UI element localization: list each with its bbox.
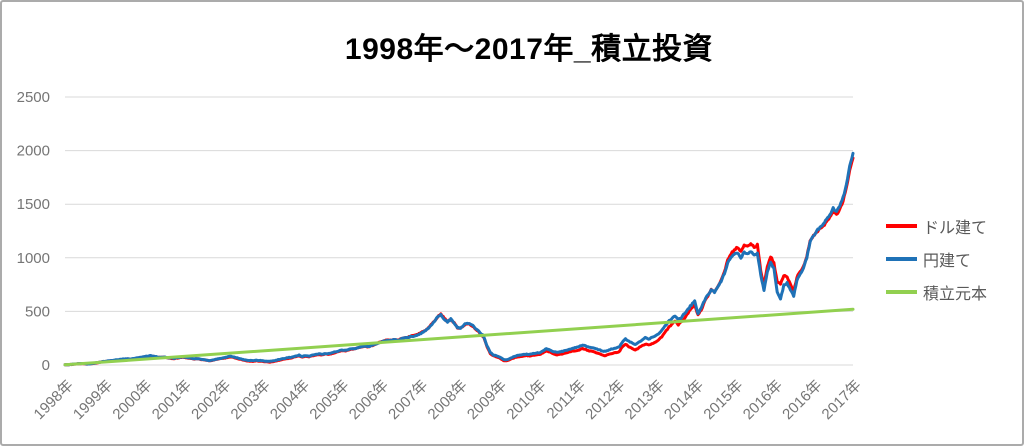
x-tick-label: 2004年: [267, 377, 313, 423]
x-tick-label: 1998年: [31, 377, 77, 423]
legend-item-principal: 積立元本: [886, 275, 1022, 308]
x-tick-label: 2017年: [819, 377, 865, 423]
y-tick-label: 1000: [17, 250, 50, 267]
x-tick-label: 2003年: [228, 377, 274, 423]
y-tick-label: 0: [42, 357, 50, 374]
legend-label-dollar: ドル建て: [923, 219, 988, 237]
x-tick-label: 1999年: [70, 377, 116, 423]
y-tick-label: 2000: [17, 143, 50, 160]
x-tick-label: 2001年: [149, 377, 195, 423]
x-tick-label: 2000年: [109, 377, 155, 423]
x-tick-label: 2006年: [346, 377, 392, 423]
x-tick-label: 2013年: [622, 377, 668, 423]
legend-swatch-principal-line: [886, 289, 917, 294]
y-tick-label: 2500: [17, 89, 50, 106]
x-tick-label: 2016年: [779, 377, 825, 423]
legend-swatch-yen-line: [886, 256, 917, 261]
y-tick-label: 500: [25, 303, 50, 320]
x-tick-label: 2007年: [385, 377, 431, 423]
x-tick-label: 2008年: [425, 377, 471, 423]
legend-label-yen: 円建て: [923, 252, 972, 270]
legend-swatch-dollar-line: [886, 223, 917, 228]
x-tick-label: 2011年: [544, 377, 589, 422]
legend-label-principal: 積立元本: [923, 285, 988, 303]
x-tick-label: 2016年: [740, 377, 786, 423]
legend-item-yen: 円建て: [886, 242, 1022, 275]
x-tick-label: 2009年: [464, 377, 510, 423]
x-tick-label: 2012年: [582, 377, 628, 423]
series-dollar-line: [63, 156, 855, 367]
x-tick-label: 2010年: [503, 377, 549, 423]
x-tick-label: 2015年: [700, 377, 746, 423]
x-tick-label: 2014年: [661, 377, 707, 423]
chart-title: 1998年～2017年_積立投資: [344, 33, 714, 66]
series-yen-line: [63, 151, 855, 367]
legend: ドル建て 円建て 積立元本: [886, 209, 1022, 308]
series-principal-line: [63, 307, 855, 367]
legend-item-dollar: ドル建て: [886, 209, 1022, 242]
x-tick-label: 2005年: [306, 377, 352, 423]
x-tick-label: 2002年: [188, 377, 234, 423]
y-tick-label: 1500: [17, 196, 50, 213]
